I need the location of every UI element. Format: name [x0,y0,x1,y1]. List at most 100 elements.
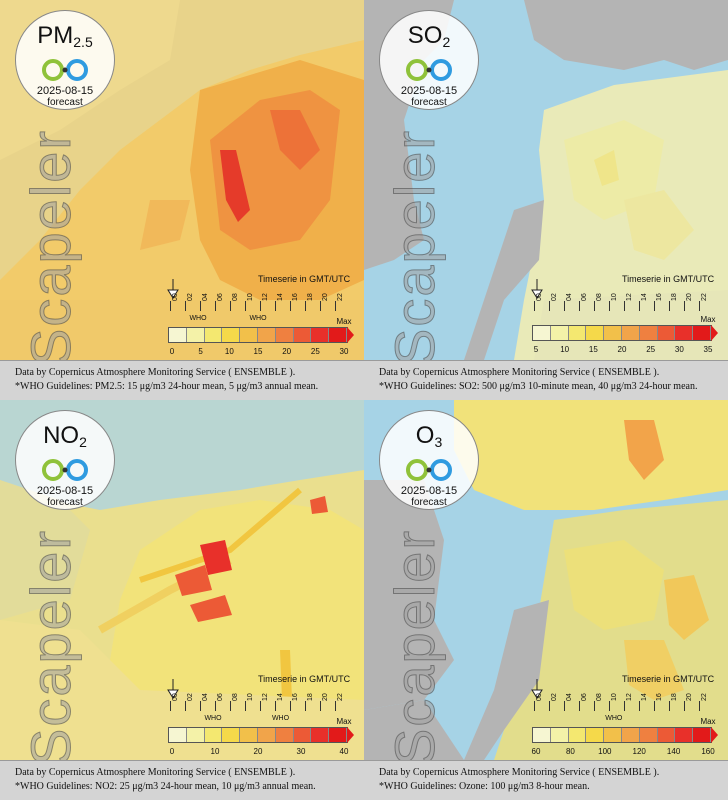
hour-tick [320,301,321,311]
hour-tick [639,301,640,311]
hour-tick [200,301,201,311]
color-scale-bar [532,727,712,743]
hour-tick [200,701,201,711]
pollutant-name: SO2 [407,22,451,51]
hour-label: 00 [172,293,179,301]
color-scale-segment [293,728,312,742]
hour-tick [579,701,580,711]
color-scale-segment [222,328,241,342]
scale-label: 60 [531,747,541,756]
hour-label: 18 [307,693,314,701]
hour-tick [275,301,276,311]
scale-label: 30 [296,747,306,756]
hour-label: 02 [187,293,194,301]
hour-tick [245,301,246,311]
hour-tick [654,701,655,711]
scale-label: 10 [224,347,234,356]
hour-label: 18 [671,293,678,301]
color-scale-segment [533,326,551,340]
hour-tick [290,301,291,311]
color-scale-segment [586,728,605,742]
footer-who-guidelines: *WHO Guidelines: PM2.5: 15 μg/m3 24-hour… [15,381,319,392]
hour-label: 08 [232,693,239,701]
hour-label: 02 [551,693,558,701]
forecast-date: 2025-08-15 [400,485,458,497]
hour-tick [624,701,625,711]
color-scale-segment [550,728,569,742]
forecast-date: 2025-08-15 [36,85,94,97]
hour-label: 14 [277,293,284,301]
color-scale-segment [257,328,276,342]
color-scale-segment [204,328,223,342]
hour-tick [230,701,231,711]
hour-label: 10 [611,293,618,301]
scale-label: 35 [703,345,713,354]
who-label: WHO [189,315,207,322]
color-scale-segment [257,728,276,742]
hour-label: 00 [536,693,543,701]
color-scale-segment [169,728,187,742]
hour-tick [549,301,550,311]
color-scale-bar [168,727,348,743]
hour-tick [684,701,685,711]
color-scale-segment [240,728,258,742]
legend-so2: Timeserie in GMT/UTC 00 02 04 06 08 10 12 14 16 18… [524,265,724,360]
hour-label: 04 [202,693,209,701]
scapeler-logo-icon [42,459,88,481]
color-scale-segment [186,728,205,742]
color-scale-segment [639,728,658,742]
scale-label: 25 [310,347,320,356]
hour-label: 18 [671,693,678,701]
footer-credit: Data by Copernicus Atmosphere Monitoring… [15,367,296,378]
legend-pm25: Timeserie in GMT/UTC 00 02 04 06 08 10 12 14 16 18… [160,265,360,360]
color-scale-segment [329,728,347,742]
color-scale-segment [621,326,640,340]
color-scale-segment [604,326,622,340]
hour-label: 22 [701,693,708,701]
forecast-label: forecast [411,97,447,108]
hour-label: 10 [247,693,254,701]
scapeler-logo-icon [406,59,452,81]
hour-tick [185,301,186,311]
color-scale-segment [693,326,711,340]
hour-tick [699,301,700,311]
hour-tick [609,701,610,711]
color-scale-segment [222,728,241,742]
hour-tick [245,701,246,711]
who-label: WHO [271,715,290,722]
watermark: Scapeler [19,528,83,767]
color-scale-segment [329,328,347,342]
footer-pm25: Data by Copernicus Atmosphere Monitoring… [0,360,364,400]
hour-label: 04 [566,693,573,701]
scale-label: 20 [282,347,292,356]
footer-credit: Data by Copernicus Atmosphere Monitoring… [379,367,660,378]
color-scale-bar [532,325,712,341]
scale-label: 20 [253,747,263,756]
hour-label: 14 [641,293,648,301]
hour-tick [335,301,336,311]
hour-tick [534,301,535,311]
hour-tick [639,701,640,711]
footer-who-guidelines: *WHO Guidelines: NO2: 25 μg/m3 24-hour m… [15,781,316,792]
color-scale-segment [675,326,694,340]
hour-tick [215,701,216,711]
hour-label: 20 [686,693,693,701]
watermark: Scapeler [19,128,83,367]
pollutant-name: O3 [415,422,443,451]
hour-tick [305,701,306,711]
color-scale-segment [604,728,622,742]
pollutant-badge: NO2 2025-08-15 forecast [15,410,115,510]
hour-label: 16 [656,693,663,701]
scale-label: 10 [210,747,220,756]
scale-label: 15 [253,347,263,356]
color-scale-segment [275,728,294,742]
color-scale-segment [169,328,187,342]
hour-tick [320,701,321,711]
watermark: Scapeler [383,528,447,767]
timeserie-label: Timeserie in GMT/UTC [258,674,351,684]
hour-label: 06 [581,293,588,301]
pollutant-name: PM2.5 [37,22,93,51]
hour-label: 08 [232,293,239,301]
forecast-date: 2025-08-15 [36,485,94,497]
scale-label: 80 [565,747,575,756]
